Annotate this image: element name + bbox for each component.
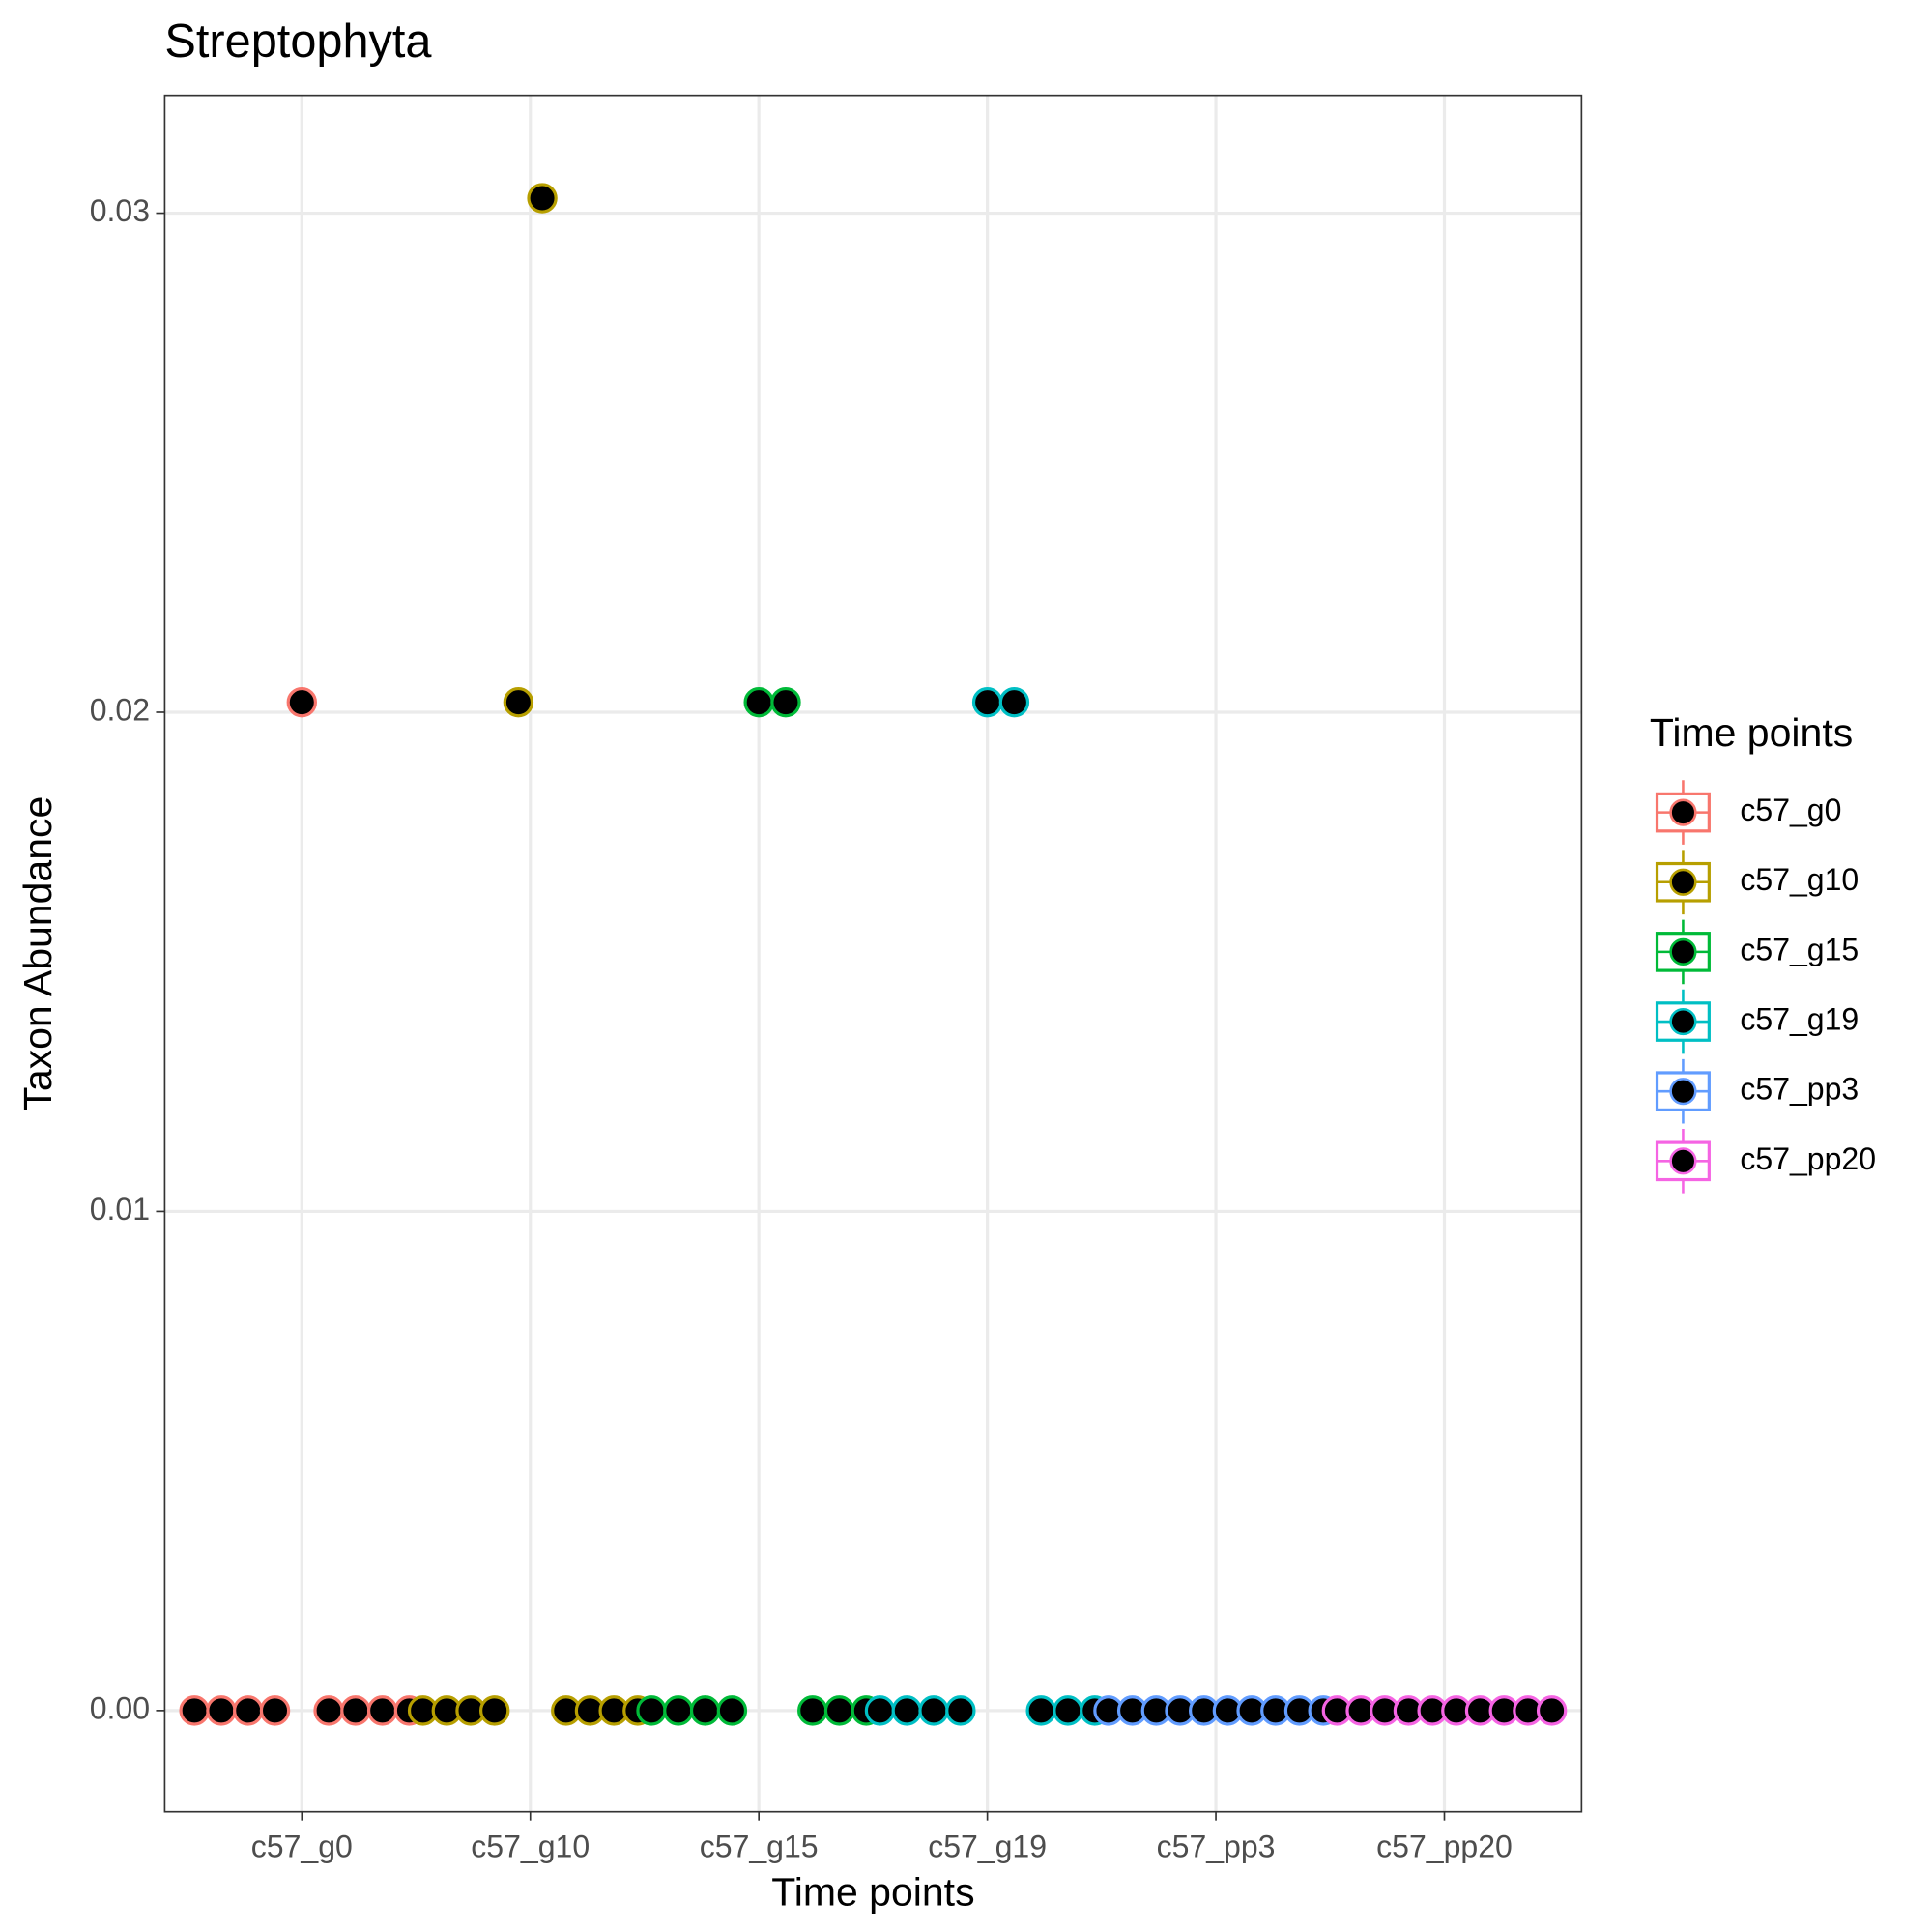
point xyxy=(1053,1695,1083,1726)
legend-key-point xyxy=(1669,1147,1697,1175)
point xyxy=(286,686,317,718)
x-axis-title: Time points xyxy=(771,1869,974,1914)
x-tick-label: c57_g0 xyxy=(251,1830,353,1864)
point xyxy=(864,1695,896,1726)
point xyxy=(689,1695,721,1726)
point xyxy=(823,1695,855,1726)
y-tick-label: 0.00 xyxy=(90,1690,150,1725)
x-tick-label: c57_g19 xyxy=(928,1830,1047,1864)
y-tick-label: 0.03 xyxy=(90,193,150,228)
legend-key-point xyxy=(1669,937,1697,966)
axes: 0.00 0.01 0.02 0.03 c57_g0 c57_g10 c57_g15 c57_… xyxy=(90,193,1876,1864)
legend-label: c57_g0 xyxy=(1740,793,1841,827)
point xyxy=(179,1695,210,1726)
point xyxy=(1025,1695,1056,1726)
point xyxy=(770,686,801,718)
legend-key-point xyxy=(1669,798,1697,826)
legend-key-point xyxy=(1669,1078,1697,1106)
point xyxy=(313,1695,344,1726)
point xyxy=(797,1695,828,1726)
point xyxy=(945,1695,976,1726)
legend-key-point xyxy=(1669,868,1697,896)
point xyxy=(206,1695,237,1726)
y-tick-label: 0.01 xyxy=(90,1192,150,1226)
x-tick-label: c57_pp3 xyxy=(1157,1830,1276,1864)
point xyxy=(636,1695,667,1726)
point xyxy=(503,686,534,718)
x-tick-label: c57_g15 xyxy=(700,1830,819,1864)
point xyxy=(663,1695,694,1726)
y-tick-label: 0.02 xyxy=(90,692,150,727)
grid xyxy=(164,95,1582,1812)
point xyxy=(891,1695,922,1726)
marks xyxy=(179,183,1568,1726)
point xyxy=(743,686,774,718)
point xyxy=(918,1695,949,1726)
legend-label: c57_g15 xyxy=(1740,932,1859,966)
y-axis-title: Taxon Abundance xyxy=(15,796,60,1111)
point xyxy=(233,1695,264,1726)
point xyxy=(998,686,1030,718)
point xyxy=(527,183,558,214)
x-tick-label: c57_pp20 xyxy=(1376,1830,1513,1864)
legend-key-point xyxy=(1669,1007,1697,1036)
x-tick-label: c57_g10 xyxy=(471,1830,590,1864)
chart-title: Streptophyta xyxy=(164,15,432,68)
legend-label: c57_pp3 xyxy=(1740,1072,1859,1107)
panel-border xyxy=(163,94,1583,1813)
legend-title: Time points xyxy=(1650,710,1853,755)
point xyxy=(340,1695,371,1726)
legend-label: c57_pp20 xyxy=(1740,1141,1876,1176)
point xyxy=(478,1695,510,1726)
point xyxy=(366,1695,398,1726)
point xyxy=(259,1695,291,1726)
point xyxy=(1536,1695,1568,1726)
point xyxy=(716,1695,748,1726)
legend-label: c57_g10 xyxy=(1740,862,1859,897)
point xyxy=(971,686,1003,718)
legend-label: c57_g19 xyxy=(1740,1002,1859,1037)
